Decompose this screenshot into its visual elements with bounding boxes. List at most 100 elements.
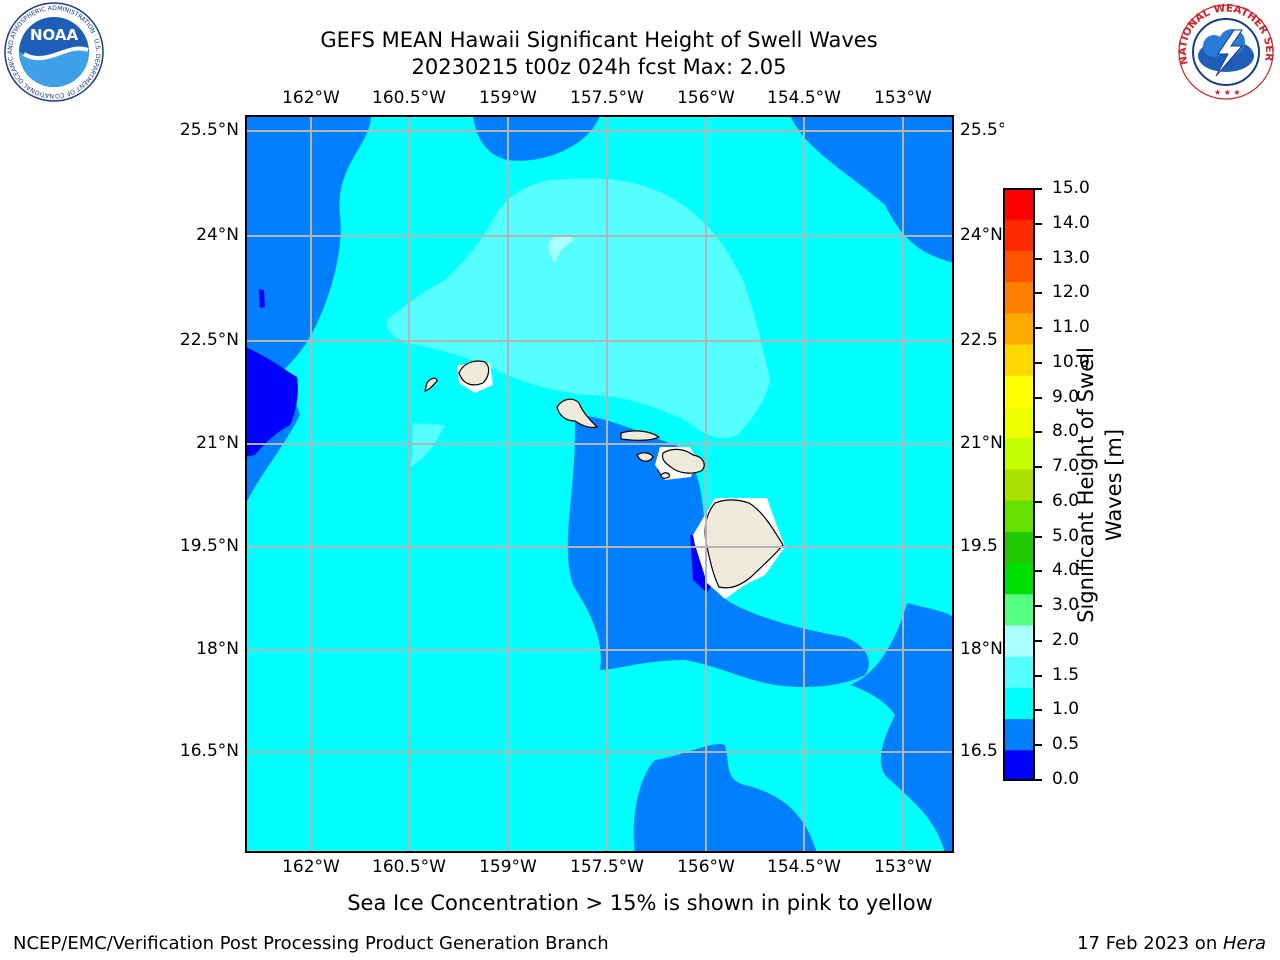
lon-tick-label-top: 154.5°W bbox=[767, 88, 841, 108]
swell-area-0-0.5m-west bbox=[245, 347, 298, 457]
colorbar-tick-mark bbox=[1035, 535, 1042, 538]
island-maui bbox=[661, 448, 705, 474]
colorbar-tick-mark bbox=[1035, 222, 1042, 225]
colorbar-segment bbox=[1003, 656, 1035, 688]
colorbar-segment bbox=[1003, 219, 1035, 251]
lat-tick-label-left: 24°N bbox=[196, 225, 239, 245]
lat-tick-label-right: 22.5 bbox=[960, 330, 998, 350]
colorbar-segment bbox=[1003, 687, 1035, 720]
lon-tick-label-top: 157.5°W bbox=[570, 88, 644, 108]
colorbar-tick-mark bbox=[1035, 744, 1042, 747]
colorbar-tick-label: 6.0 bbox=[1052, 490, 1080, 511]
colorbar-tick-mark bbox=[1035, 431, 1042, 434]
colorbar-segment bbox=[1003, 312, 1035, 345]
colorbar-tick-label: 11.0 bbox=[1052, 317, 1090, 338]
colorbar-tick-mark bbox=[1035, 292, 1042, 295]
lon-tick-label-top: 159°W bbox=[479, 88, 537, 108]
lon-tick-label-bottom: 159°W bbox=[479, 857, 537, 877]
lon-tick-label-bottom: 153°W bbox=[874, 857, 932, 877]
lon-tick-label-bottom: 160.5°W bbox=[372, 857, 446, 877]
colorbar-tick-label: 4.0 bbox=[1052, 560, 1080, 581]
noaa-logo: NATIONAL OCEANIC AND ATMOSPHERIC ADMINIS… bbox=[2, 2, 104, 102]
colorbar-tick-label: 13.0 bbox=[1052, 247, 1090, 268]
colorbar-segment bbox=[1003, 624, 1035, 657]
colorbar-tick-label: 15.0 bbox=[1052, 178, 1090, 198]
lat-tick-label-right: 24°N bbox=[960, 225, 1003, 245]
colorbar-tick-label: 0.5 bbox=[1052, 734, 1080, 755]
lat-tick-label-left: 16.5°N bbox=[179, 741, 239, 761]
footer-date: 17 Feb 2023 on bbox=[1077, 933, 1223, 954]
colorbar-tick-label: 7.0 bbox=[1052, 456, 1080, 477]
lat-tick-label-right: 18°N bbox=[960, 639, 1003, 659]
chart-title-line1: GEFS MEAN Hawaii Significant Height of S… bbox=[320, 28, 878, 52]
colorbar bbox=[1003, 188, 1035, 781]
lat-tick-label-right: 21°N bbox=[960, 433, 1003, 453]
island-lanai bbox=[636, 452, 654, 462]
lat-tick-label-right: 25.5°N bbox=[960, 120, 1004, 140]
swell-area-0.5-1m-northeast bbox=[790, 115, 954, 263]
swell-area-1.5-2m bbox=[386, 178, 770, 439]
island-kauai bbox=[458, 360, 490, 386]
colorbar-tick-mark bbox=[1035, 570, 1042, 573]
colorbar-tick-mark bbox=[1035, 188, 1042, 190]
swell-area-0.5-1m-north bbox=[473, 115, 600, 161]
colorbar-segment bbox=[1003, 718, 1035, 751]
swell-area-2-3m-patch bbox=[548, 235, 575, 263]
colorbar-tick-label: 1.5 bbox=[1052, 664, 1080, 685]
colorbar-tick-label: 3.0 bbox=[1052, 595, 1080, 616]
lat-tick-label-left: 25.5°N bbox=[179, 120, 239, 140]
lat-tick-label-right: 16.5 bbox=[960, 741, 998, 761]
colorbar-segment bbox=[1003, 531, 1035, 564]
colorbar-segment bbox=[1003, 188, 1035, 220]
colorbar-label-line2: Waves [m] bbox=[1102, 428, 1126, 542]
colorbar-tick-mark bbox=[1035, 327, 1042, 330]
swell-area-0.5-1m-south bbox=[633, 743, 817, 853]
colorbar-tick-label: 2.0 bbox=[1052, 629, 1080, 650]
colorbar-segment bbox=[1003, 562, 1035, 595]
colorbar-tick-label: 10.0 bbox=[1052, 351, 1090, 372]
colorbar-tick-label: 5.0 bbox=[1052, 525, 1080, 546]
lat-tick-label-left: 18°N bbox=[196, 639, 239, 659]
colorbar-tick-mark bbox=[1035, 257, 1042, 260]
colorbar-segment bbox=[1003, 749, 1035, 781]
colorbar-segment bbox=[1003, 437, 1035, 470]
noaa-logo-text: NOAA bbox=[30, 26, 79, 44]
lon-tick-label-top: 160.5°W bbox=[372, 88, 446, 108]
footer-right: 17 Feb 2023 on Hera bbox=[1077, 933, 1266, 954]
colorbar-tick-mark bbox=[1035, 674, 1042, 677]
swell-area-0.5-1m-channel bbox=[567, 415, 869, 687]
footer-host: Hera bbox=[1222, 933, 1266, 954]
colorbar-tick-mark bbox=[1035, 466, 1042, 469]
lon-tick-label-bottom: 156°W bbox=[677, 857, 735, 877]
lon-tick-label-bottom: 162°W bbox=[282, 857, 340, 877]
colorbar-tick-mark bbox=[1035, 605, 1042, 608]
colorbar-segment bbox=[1003, 250, 1035, 283]
colorbar-segment bbox=[1003, 406, 1035, 439]
colorbar-tick-label: 1.0 bbox=[1052, 699, 1080, 720]
lon-tick-label-bottom: 157.5°W bbox=[570, 857, 644, 877]
lat-tick-label-right: 19.5 bbox=[960, 536, 998, 556]
colorbar-tick-mark bbox=[1035, 500, 1042, 503]
swell-height-map bbox=[245, 115, 954, 853]
map-frame bbox=[245, 115, 954, 853]
colorbar-segment bbox=[1003, 375, 1035, 407]
colorbar-segment bbox=[1003, 593, 1035, 626]
island-niihau bbox=[424, 377, 438, 392]
lat-tick-label-left: 21°N bbox=[196, 433, 239, 453]
lat-tick-label-left: 19.5°N bbox=[179, 536, 239, 556]
colorbar-tick-label: 9.0 bbox=[1052, 386, 1080, 407]
colorbar-tick-mark bbox=[1035, 396, 1042, 399]
footer-left: NCEP/EMC/Verification Post Processing Pr… bbox=[13, 933, 609, 954]
colorbar-tick-label: 8.0 bbox=[1052, 421, 1080, 442]
lat-tick-label-left: 22.5°N bbox=[179, 330, 239, 350]
colorbar-tick-mark bbox=[1035, 361, 1042, 364]
colorbar-tick-mark bbox=[1035, 709, 1042, 712]
colorbar-tick-label: 12.0 bbox=[1052, 282, 1090, 303]
colorbar-tick-mark bbox=[1035, 639, 1042, 642]
colorbar-segment bbox=[1003, 468, 1035, 501]
colorbar-segment bbox=[1003, 281, 1035, 314]
colorbar-label-line1: Significant Height of Swell bbox=[1074, 347, 1098, 623]
lon-tick-label-top: 156°W bbox=[677, 88, 735, 108]
island-molokai bbox=[620, 430, 661, 441]
lon-tick-label-top: 162°W bbox=[282, 88, 340, 108]
